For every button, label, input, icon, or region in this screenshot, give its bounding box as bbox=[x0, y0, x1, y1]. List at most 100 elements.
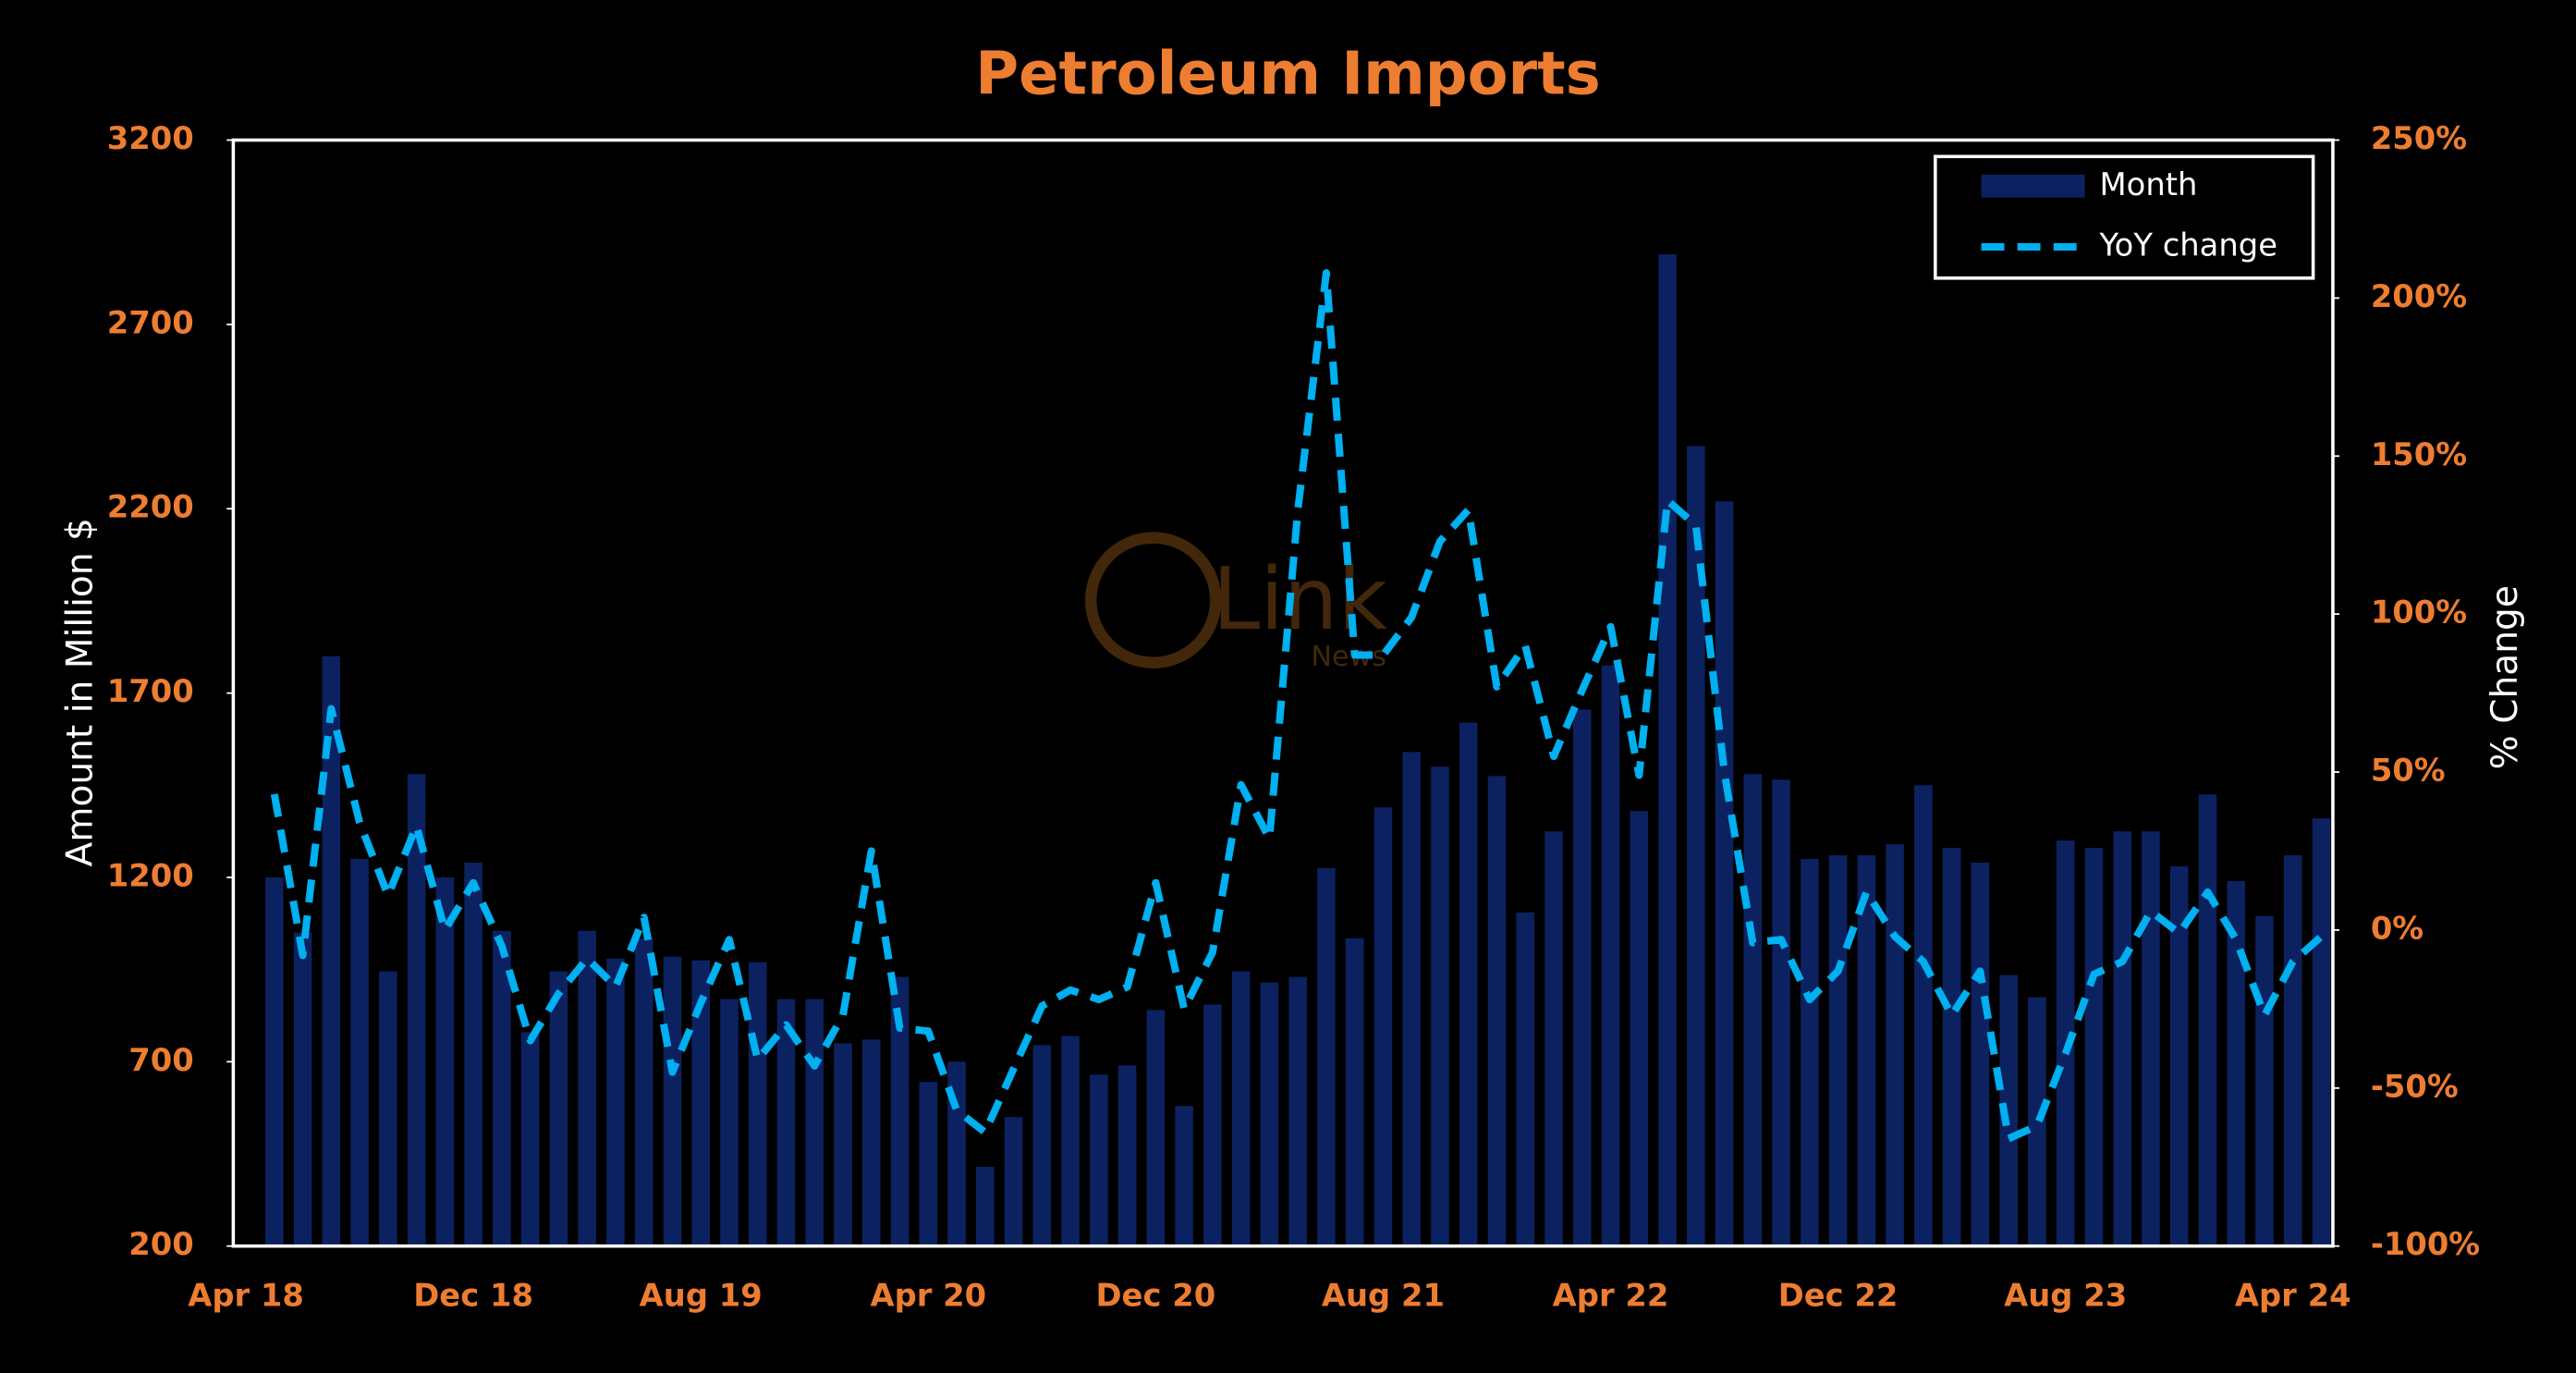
bar bbox=[691, 960, 710, 1246]
watermark-text: Link bbox=[1213, 549, 1388, 649]
x-tick-label: Dec 20 bbox=[1096, 1277, 1216, 1313]
bar bbox=[265, 877, 284, 1246]
bar bbox=[1942, 848, 1961, 1246]
bar bbox=[720, 999, 739, 1246]
bar bbox=[1345, 938, 1364, 1246]
legend-swatch bbox=[1981, 174, 2085, 198]
y-tick-label: 1200 bbox=[107, 857, 194, 893]
legend-label: Month bbox=[2100, 166, 2198, 202]
bar bbox=[1743, 774, 1763, 1246]
bar bbox=[1828, 855, 1848, 1246]
bar bbox=[1572, 709, 1592, 1246]
x-tick-label: Apr 22 bbox=[1553, 1277, 1669, 1313]
y2-axis-title: % Change bbox=[2484, 585, 2526, 769]
bar bbox=[1402, 752, 1421, 1246]
chart-title: Petroleum Imports bbox=[975, 41, 1601, 109]
x-tick-label: Apr 20 bbox=[870, 1277, 986, 1313]
bar bbox=[1431, 766, 1449, 1246]
watermark-subtext: News bbox=[1311, 641, 1386, 673]
x-tick-label: Dec 18 bbox=[413, 1277, 533, 1313]
bar bbox=[2312, 818, 2331, 1246]
bar bbox=[834, 1043, 852, 1246]
bar bbox=[322, 656, 341, 1246]
y2-tick-label: -100% bbox=[2371, 1226, 2480, 1262]
y-tick-label: 3200 bbox=[107, 120, 194, 156]
bar bbox=[1203, 1004, 1222, 1246]
bar bbox=[578, 930, 596, 1246]
bar bbox=[890, 976, 910, 1246]
bar bbox=[1658, 254, 1677, 1246]
bar bbox=[435, 877, 455, 1246]
bar bbox=[2169, 866, 2189, 1246]
x-tick-label: Aug 19 bbox=[640, 1277, 763, 1313]
y-tick-label: 700 bbox=[128, 1042, 193, 1078]
bar bbox=[1061, 1036, 1080, 1246]
bar bbox=[1032, 1045, 1052, 1246]
bar bbox=[549, 971, 568, 1246]
bar bbox=[776, 999, 796, 1246]
bar bbox=[1914, 785, 1933, 1246]
y2-tick-label: -50% bbox=[2371, 1068, 2459, 1104]
bar bbox=[1487, 776, 1507, 1246]
y-tick-label: 1700 bbox=[107, 673, 194, 709]
bar bbox=[1090, 1074, 1108, 1246]
legend-label: YoY change bbox=[2099, 227, 2277, 264]
legend: Month YoY change bbox=[1934, 154, 2315, 280]
x-tick-label: Apr 24 bbox=[2235, 1277, 2351, 1313]
y2-tick-label: 100% bbox=[2371, 595, 2467, 631]
y2-tick-label: 200% bbox=[2371, 278, 2467, 314]
bar bbox=[2255, 915, 2274, 1246]
bar bbox=[1175, 1106, 1193, 1246]
bar bbox=[663, 956, 682, 1246]
bar bbox=[520, 1032, 540, 1246]
bar bbox=[1317, 868, 1336, 1246]
bar bbox=[2113, 831, 2131, 1246]
bar bbox=[805, 999, 824, 1246]
bar bbox=[606, 958, 625, 1246]
y-tick-label: 2700 bbox=[107, 304, 194, 340]
bar bbox=[464, 863, 482, 1246]
bar bbox=[1117, 1065, 1137, 1246]
x-tick-label: Aug 23 bbox=[2004, 1277, 2127, 1313]
bar bbox=[919, 1082, 938, 1246]
bar bbox=[1857, 855, 1876, 1246]
bar bbox=[2283, 855, 2302, 1246]
bar bbox=[1886, 844, 1904, 1246]
bar bbox=[1260, 982, 1279, 1246]
bar bbox=[1373, 807, 1393, 1246]
y2-tick-label: 50% bbox=[2371, 753, 2446, 789]
bar bbox=[861, 1039, 881, 1246]
y-axis-title: Amount in Million $ bbox=[59, 518, 101, 866]
bar bbox=[1544, 831, 1563, 1246]
bar bbox=[1687, 446, 1705, 1246]
y2-tick-label: 150% bbox=[2371, 436, 2467, 472]
bar bbox=[748, 962, 767, 1246]
bar bbox=[407, 774, 426, 1246]
bar bbox=[1146, 1010, 1166, 1246]
bar bbox=[2028, 997, 2046, 1246]
bar bbox=[350, 859, 369, 1246]
bar bbox=[2198, 794, 2217, 1246]
line bbox=[270, 269, 2325, 1143]
bar bbox=[1801, 859, 1819, 1246]
y-tick-label: 2200 bbox=[107, 489, 194, 525]
bar bbox=[493, 930, 511, 1246]
bar bbox=[1971, 863, 1990, 1246]
bar bbox=[1999, 975, 2018, 1246]
plot-border bbox=[231, 138, 2335, 1248]
bar bbox=[1004, 1117, 1023, 1246]
bar bbox=[1772, 779, 1790, 1246]
bar bbox=[1459, 722, 1478, 1246]
bar bbox=[1516, 912, 1535, 1246]
x-tick-label: Apr 18 bbox=[188, 1277, 304, 1313]
bar bbox=[976, 1166, 995, 1246]
y-tick-label: 200 bbox=[128, 1226, 193, 1262]
bar bbox=[2227, 880, 2245, 1246]
bar bbox=[1715, 501, 1734, 1246]
y2-tick-label: 0% bbox=[2371, 910, 2423, 946]
bar bbox=[1231, 971, 1251, 1246]
y2-tick-label: 250% bbox=[2371, 120, 2467, 156]
bar bbox=[379, 971, 397, 1246]
bar bbox=[1630, 811, 1649, 1246]
